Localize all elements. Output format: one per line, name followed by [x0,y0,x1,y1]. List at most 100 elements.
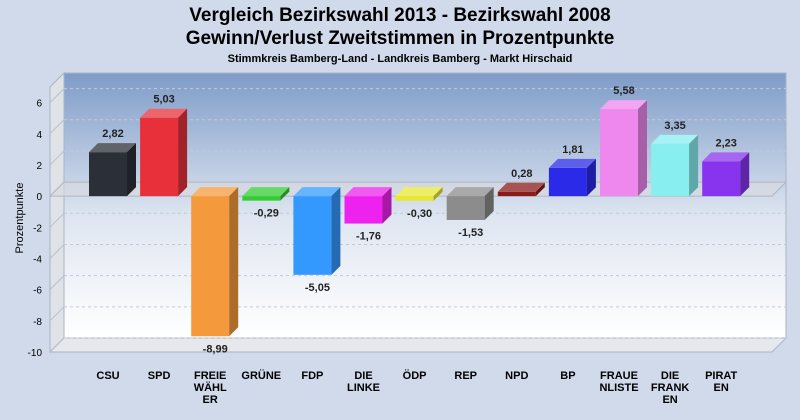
bar-side [535,182,545,197]
category-label: CSU [96,370,119,382]
bar-group [242,187,290,201]
category-label: EN [662,394,677,406]
bar-group [395,187,443,201]
bar-top [651,134,699,144]
bar-group [344,187,392,224]
grid-line-side [49,212,65,228]
bar-top [89,143,136,153]
chart-title-2: Gewinn/Verlust Zweitstimmen in Prozentpu… [185,28,615,49]
bar-top [293,187,341,197]
category-label: ER [203,394,218,406]
grid-line-side [49,150,65,166]
grid-line-side [49,88,65,103]
bar-top [344,187,392,197]
value-label: -8,99 [203,343,228,355]
grid-line-side [49,275,65,291]
value-label: -1,53 [458,227,483,239]
y-tick-label: 6 [36,99,42,110]
bar-side [178,108,188,197]
value-label: -5,05 [305,282,330,294]
chart-subtitle: Stimmkreis Bamberg-Land - Landkreis Bamb… [227,53,573,65]
y-tick-label: -2 [33,223,42,234]
floor [48,337,788,353]
bar [497,191,536,197]
bar [600,109,638,197]
y-tick-label: 2 [36,161,42,172]
bar-side [280,187,290,201]
category-label: DIE [354,370,372,382]
bar-side [331,187,341,275]
bar-top [702,152,750,162]
y-tick-label: -10 [28,348,43,359]
value-label: 3,35 [664,120,685,132]
bar-top [548,158,596,168]
bar-side [689,134,699,197]
bar-top [600,100,647,110]
bar [651,143,690,197]
value-label: 0,28 [511,168,532,180]
bar-side [127,143,136,197]
bar-top [242,187,290,197]
bar-group [191,187,239,337]
category-label: SPD [148,370,171,382]
value-label: 5,03 [153,94,174,106]
grid-line-side [49,306,65,322]
grid-line-side [49,119,65,135]
left-side-wall [49,71,65,354]
category-label: BP [560,370,575,382]
bar-side [382,187,392,224]
bar [140,117,179,197]
category-label: GRÜNE [241,369,281,382]
category-label: NLISTE [599,382,638,394]
bar-side [433,187,443,201]
bar-group [651,134,699,197]
bar [702,161,741,197]
bar-top [191,187,239,197]
bar-group [702,152,750,197]
y-tick-label: 4 [36,130,42,141]
category-label: REP [454,370,477,382]
category-label: NPD [505,370,528,382]
value-label: 1,81 [562,144,583,156]
value-label: -0,30 [407,208,432,220]
bar-group [497,182,545,197]
value-label: 2,82 [102,128,123,140]
grid-line-side [49,337,65,353]
category-label: FDP [301,370,323,382]
bar-group [89,143,136,197]
bar [293,196,332,275]
bar-top [446,187,494,197]
bar-top [140,108,188,118]
labels: 6 4 2 0 -2 -4 -6 -8 -10 2,82 CSU 5,03 SPD -8,99 FREIEW… [28,85,738,406]
bar [344,196,383,224]
chart-title-block: Vergleich Bezirkswahl 2013 - Bezirkswahl… [0,4,800,67]
bar-top [497,182,545,192]
bar-top [395,187,443,197]
bar-side [586,158,596,197]
bar [89,152,127,197]
bar-side [638,100,647,197]
category-label: LINKE [347,382,380,394]
bar-group [600,100,647,197]
bar-side [484,187,494,220]
category-label: DIE [661,370,679,382]
category-label: WÄHL [194,381,227,394]
bar-group [140,108,188,197]
y-tick-label: 0 [36,192,42,203]
category-label: FRAUE [600,370,638,382]
bar [191,196,230,337]
bar-group [446,187,494,220]
y-tick-label: -6 [33,286,42,297]
y-axis-title: Prozentpunkte [14,183,26,254]
value-label: 2,23 [715,137,736,149]
value-label: -1,76 [356,231,381,243]
category-label: ÖDP [403,369,427,382]
grid-line-side [49,244,65,259]
category-label: EN [714,382,729,394]
y-tick-label: -4 [33,254,42,265]
category-label: FRANK [651,382,690,394]
bars [89,100,750,337]
chart-title: Vergleich Bezirkswahl 2013 - Bezirkswahl… [189,5,611,26]
bar [446,196,485,220]
